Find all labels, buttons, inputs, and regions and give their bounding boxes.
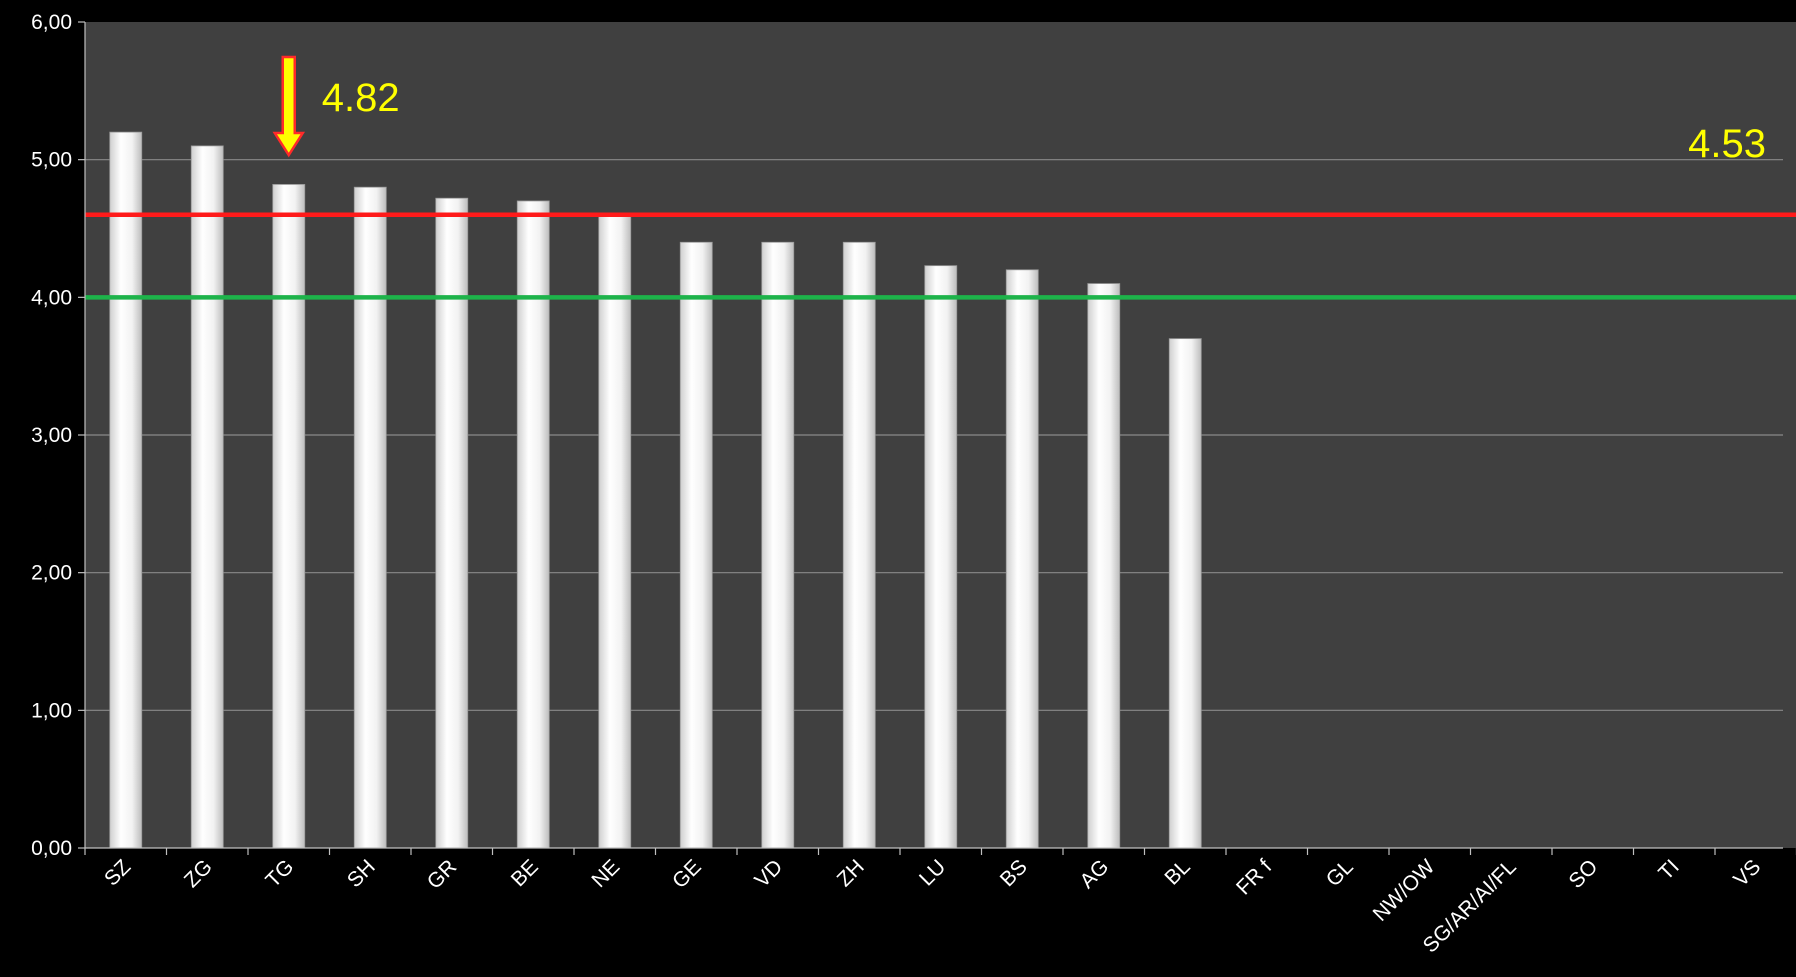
- x-tick-label: VS: [1729, 855, 1765, 891]
- down-arrow-icon: [272, 55, 306, 158]
- x-tick-label: TG: [261, 855, 298, 892]
- axes: [78, 21, 1796, 855]
- x-tick-label: BL: [1160, 855, 1194, 889]
- bar-tg: [272, 184, 306, 849]
- y-tick-label: 4,00: [31, 286, 72, 309]
- x-tick-label: LU: [915, 855, 950, 890]
- y-tick-label: 6,00: [31, 11, 72, 34]
- x-tick-label: NE: [587, 855, 624, 892]
- annotation-tg-value: 4.82: [322, 76, 400, 120]
- annotations: 4.82 4.53: [272, 55, 1766, 166]
- x-tick-label: FR f: [1232, 855, 1276, 899]
- bar-lu: [924, 265, 958, 849]
- x-tick-label: SH: [343, 855, 380, 892]
- x-tick-label: VD: [750, 855, 787, 892]
- y-tick-labels: 0,00 1,00 2,00 3,00 4,00 5,00 6,00: [31, 11, 72, 860]
- bar-bl: [1168, 338, 1202, 849]
- x-tick-label: GL: [1322, 855, 1358, 891]
- x-tick-label: AG: [1076, 855, 1114, 893]
- bars: [109, 131, 1202, 849]
- bar-be: [516, 200, 550, 849]
- bar-vd: [761, 241, 795, 849]
- bar-gr: [435, 197, 469, 849]
- bar-ne: [598, 214, 632, 849]
- x-tick-label: SO: [1565, 855, 1603, 893]
- y-tick-label: 2,00: [31, 562, 72, 585]
- x-tick-label: GE: [668, 855, 706, 893]
- x-tick-label: GR: [423, 855, 462, 894]
- y-tick-label: 5,00: [31, 149, 72, 172]
- bar-sz: [109, 131, 143, 849]
- reference-lines: [85, 212, 1796, 300]
- x-tick-label: BE: [507, 855, 543, 891]
- y-tick-label: 3,00: [31, 424, 72, 447]
- bar-ag: [1087, 283, 1121, 849]
- bar-zg: [190, 145, 224, 849]
- bar-ge: [679, 241, 713, 849]
- x-tick-labels: SZ ZG TG SH GR BE NE GE VD ZH LU BS AG BL FR f GL NW/OW S…: [100, 855, 1765, 957]
- x-tick-label: TI: [1654, 855, 1683, 884]
- x-tick-label: ZG: [180, 855, 217, 892]
- x-tick-label: BS: [996, 855, 1032, 891]
- annotation-reference-value: 4.53: [1688, 122, 1766, 166]
- y-tick-label: 1,00: [31, 699, 72, 722]
- y-tick-label: 0,00: [31, 837, 72, 860]
- bar-zh: [842, 241, 876, 849]
- x-tick-label: SZ: [100, 855, 135, 890]
- x-tick-label: ZH: [833, 855, 869, 891]
- x-tick-label: NW/OW: [1369, 855, 1440, 926]
- bar-sh: [353, 186, 387, 849]
- bar-bs: [1005, 269, 1039, 849]
